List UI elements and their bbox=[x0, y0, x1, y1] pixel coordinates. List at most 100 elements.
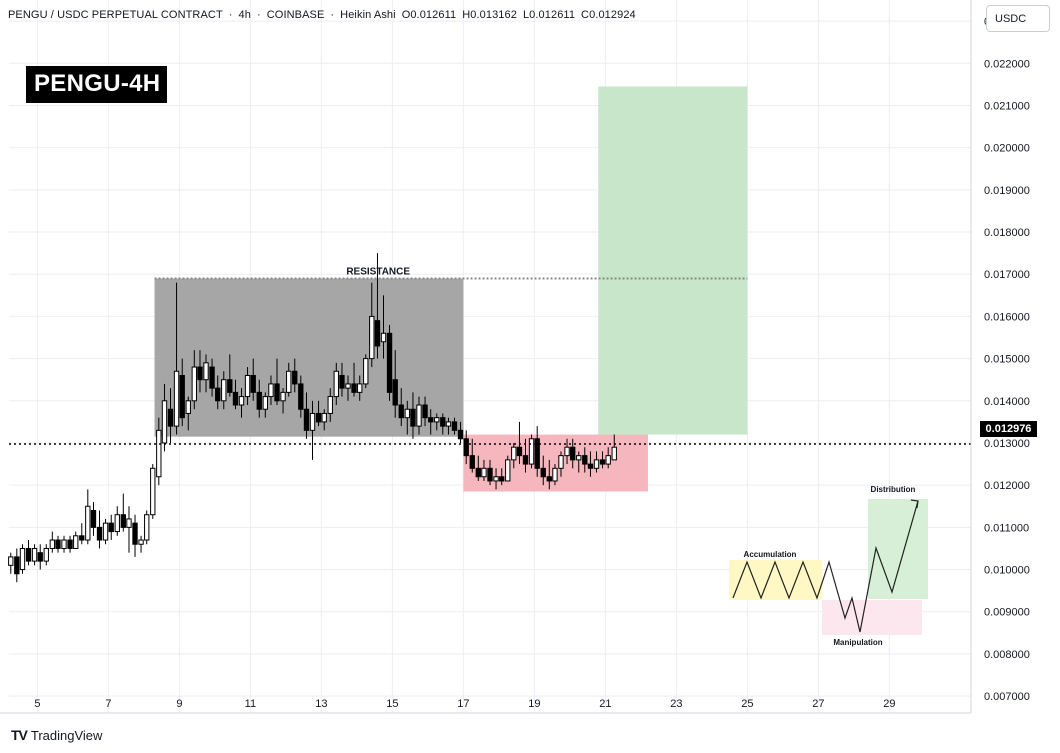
manipulation-label: Manipulation bbox=[833, 638, 882, 647]
candle-body bbox=[156, 429, 162, 478]
resistance-label: RESISTANCE bbox=[346, 266, 410, 277]
last-price-label: 0.012976 bbox=[980, 421, 1037, 437]
candle-body bbox=[333, 370, 339, 398]
symbol-name[interactable]: PENGU / USDC PERPETUAL CONTRACT bbox=[8, 9, 223, 21]
candle-body bbox=[463, 438, 469, 457]
candle-body bbox=[298, 383, 304, 410]
price-tick-label: 0.007000 bbox=[984, 691, 1030, 703]
candle-body bbox=[564, 446, 570, 457]
candle-body bbox=[351, 383, 357, 393]
time-tick-label: 11 bbox=[245, 698, 256, 710]
candle-body bbox=[61, 539, 67, 549]
time-tick-label: 25 bbox=[741, 698, 753, 710]
candle-body bbox=[221, 379, 227, 402]
time-tick-label: 5 bbox=[34, 698, 40, 710]
candle-body bbox=[345, 383, 351, 389]
candle-body bbox=[90, 509, 97, 528]
candle-body bbox=[546, 476, 552, 482]
candle-body bbox=[392, 379, 398, 406]
time-tick-label: 19 bbox=[528, 698, 540, 710]
candle-body bbox=[31, 547, 38, 562]
candle-body bbox=[499, 476, 505, 482]
candle-body bbox=[398, 404, 404, 419]
candle-body bbox=[126, 518, 132, 528]
ticker-badge: PENGU-4H bbox=[26, 66, 168, 103]
price-tick-label: 0.021000 bbox=[984, 100, 1030, 112]
price-tick-label: 0.019000 bbox=[984, 185, 1030, 197]
price-tick-label: 0.010000 bbox=[984, 565, 1030, 577]
separator: · bbox=[228, 9, 233, 21]
distribution-box bbox=[868, 499, 928, 599]
candle-body bbox=[422, 404, 428, 419]
currency-selector[interactable]: USDC bbox=[986, 5, 1050, 32]
candle-body bbox=[534, 438, 540, 469]
distribution-label: Distribution bbox=[871, 485, 916, 494]
target-zone-box bbox=[598, 86, 748, 435]
price-tick-label: 0.022000 bbox=[984, 58, 1030, 70]
candle-body bbox=[410, 408, 416, 427]
time-tick-label: 7 bbox=[105, 698, 111, 710]
candle-body bbox=[522, 455, 529, 465]
candle-body bbox=[481, 467, 487, 478]
candle-body bbox=[108, 522, 114, 533]
candle-body bbox=[576, 455, 582, 461]
chart-style-label[interactable]: Heikin Ashi bbox=[340, 9, 396, 21]
candle-body bbox=[339, 374, 345, 389]
candle-body bbox=[404, 408, 410, 419]
candle-body bbox=[67, 539, 73, 549]
exchange-label: COINBASE bbox=[266, 9, 325, 21]
candle-body bbox=[552, 467, 558, 482]
candle-body bbox=[197, 366, 203, 381]
tradingview-logo[interactable]: TV TradingView bbox=[11, 727, 102, 743]
time-tick-label: 13 bbox=[315, 698, 327, 710]
candle-body bbox=[309, 412, 316, 431]
candle-body bbox=[274, 383, 280, 402]
candle-body bbox=[386, 332, 393, 393]
candle-body bbox=[262, 396, 268, 410]
candle-body bbox=[179, 374, 185, 419]
time-tick-label: 15 bbox=[386, 698, 398, 710]
candle-body bbox=[132, 522, 138, 545]
ohlc-close: C0.012924 bbox=[581, 9, 636, 21]
interval-label[interactable]: 4h bbox=[238, 9, 251, 21]
candle-body bbox=[232, 391, 239, 406]
candle-body bbox=[487, 467, 493, 482]
candle-body bbox=[315, 412, 322, 423]
candle-body bbox=[8, 556, 14, 566]
candle-body bbox=[209, 366, 215, 389]
candle-body bbox=[369, 315, 375, 360]
time-tick-label: 27 bbox=[812, 698, 824, 710]
candle-body bbox=[79, 535, 85, 541]
candle-body bbox=[327, 396, 333, 414]
candle-body bbox=[599, 459, 606, 465]
symbol-header: PENGU / USDC PERPETUAL CONTRACT · 4h · COINB… bbox=[8, 9, 642, 21]
candle-body bbox=[43, 547, 49, 562]
candle-body bbox=[363, 358, 369, 385]
price-tick-label: 0.013000 bbox=[984, 438, 1030, 450]
candle-body bbox=[173, 370, 180, 427]
candle-body bbox=[25, 547, 32, 562]
candle-body bbox=[357, 383, 363, 393]
candle-body bbox=[321, 412, 327, 423]
candle-body bbox=[114, 514, 120, 533]
candle-body bbox=[227, 379, 233, 393]
candle-body bbox=[416, 404, 422, 427]
candle-body bbox=[191, 366, 197, 402]
price-tick-label: 0.017000 bbox=[984, 269, 1030, 281]
candle-body bbox=[303, 408, 310, 431]
candle-body bbox=[280, 391, 286, 402]
candle-body bbox=[102, 522, 109, 541]
ohlc-open: O0.012611 bbox=[401, 9, 457, 21]
candle-body bbox=[144, 514, 150, 541]
candle-body bbox=[203, 362, 209, 381]
candle-body bbox=[528, 438, 535, 465]
price-tick-label: 0.018000 bbox=[984, 227, 1030, 239]
candle-body bbox=[14, 556, 20, 575]
time-tick-label: 29 bbox=[883, 698, 895, 710]
candle-body bbox=[428, 417, 434, 423]
ohlc-high: H0.013162 bbox=[462, 9, 517, 21]
candle-body bbox=[582, 455, 588, 465]
time-tick-label: 23 bbox=[670, 698, 682, 710]
candle-body bbox=[161, 400, 168, 444]
